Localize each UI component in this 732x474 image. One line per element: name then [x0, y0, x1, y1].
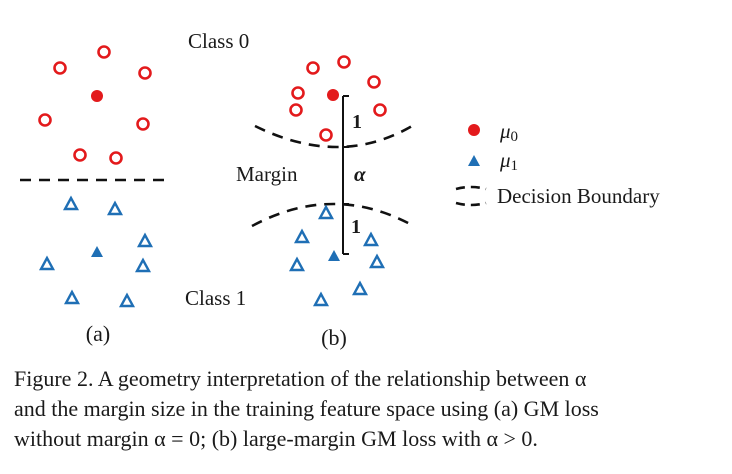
margin-label: Margin [236, 162, 298, 186]
class0-sample [337, 55, 351, 69]
class0-mean-a [91, 90, 103, 102]
class0-sample [109, 151, 123, 165]
caption-line-3: without margin α = 0; (b) large-margin G… [14, 426, 538, 451]
legend-boundary-marker-lower [455, 201, 487, 207]
legend-mu1-label: μ1 [499, 148, 518, 174]
class1-samples-a [38, 195, 154, 308]
caption-line-2: and the margin size in the training feat… [14, 396, 599, 421]
class1-sample [136, 232, 154, 248]
class1-sample [293, 228, 311, 244]
legend-boundary-label: Decision Boundary [497, 184, 660, 208]
class0-sample [97, 45, 111, 59]
class1-sample [317, 204, 335, 220]
legend-boundary-marker-upper [455, 185, 487, 191]
decision-boundary-b-lower [251, 202, 411, 228]
panel-b: Class 0 Class 1 Margin 1 α 1 [185, 29, 413, 350]
class1-mean-a [91, 246, 103, 257]
class1-sample [312, 291, 330, 307]
class0-sample [367, 75, 381, 89]
legend-mu1-subscript: 1 [511, 158, 519, 174]
class0-sample [138, 66, 152, 80]
class0-sample [306, 61, 320, 75]
class1-sample [288, 256, 306, 272]
class1-sample [38, 255, 56, 271]
class0-samples-b [289, 55, 387, 142]
caption-line-1: Figure 2. A geometry interpretation of t… [14, 366, 587, 391]
class1-label: Class 1 [185, 286, 246, 310]
class0-sample [136, 117, 150, 131]
legend-mu0-subscript: 0 [511, 129, 519, 145]
legend-mu0-label: μ0 [499, 119, 518, 145]
margin-alpha-label: α [354, 162, 366, 186]
class0-sample [73, 148, 87, 162]
class1-sample [106, 200, 124, 216]
class1-sample [63, 289, 81, 305]
panel-a: (a) [20, 45, 170, 346]
class1-sample [362, 231, 380, 247]
class1-sample [351, 280, 369, 296]
class0-sample [373, 103, 387, 117]
class0-sample [289, 103, 303, 117]
class1-sample [62, 195, 80, 211]
panel-a-label: (a) [86, 321, 110, 346]
unit-distance-top-label: 1 [352, 111, 362, 133]
class1-samples-b [288, 204, 386, 307]
class0-mean-b [327, 89, 339, 101]
class1-sample [134, 257, 152, 273]
figure-diagram: (a) Class 0 Class 1 Margin 1 α 1 [20, 29, 660, 350]
unit-distance-bottom-label: 1 [351, 216, 361, 238]
class1-sample [118, 292, 136, 308]
decision-boundary-b-upper [254, 124, 413, 149]
class0-sample [53, 61, 67, 75]
class1-sample [368, 253, 386, 269]
class1-mean-b [328, 250, 340, 261]
figure-caption: Figure 2. A geometry interpretation of t… [14, 364, 724, 454]
class0-sample [291, 86, 305, 100]
class0-label: Class 0 [188, 29, 249, 53]
panel-b-label: (b) [321, 325, 347, 350]
class0-sample [319, 128, 333, 142]
class0-sample [38, 113, 52, 127]
legend-mu1-marker [468, 155, 480, 166]
legend-mu0-marker [468, 124, 480, 136]
legend: μ0 μ1 Decision Boundary [455, 119, 660, 208]
class0-samples-a [38, 45, 152, 165]
